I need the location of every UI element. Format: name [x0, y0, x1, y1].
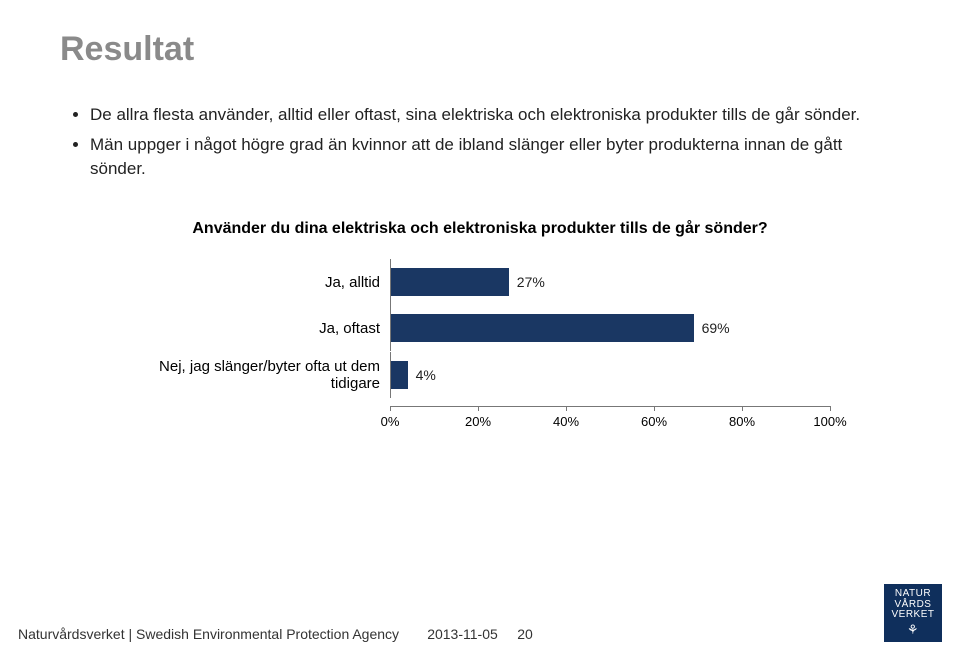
- chart-y-axis-segment: [390, 352, 391, 398]
- footer: Naturvårdsverket | Swedish Environmental…: [0, 584, 960, 642]
- chart-tick: [830, 406, 831, 411]
- chart-y-axis-segment: [390, 305, 391, 351]
- chart-tick: [742, 406, 743, 411]
- chart-tick: [478, 406, 479, 411]
- chart-value-label: 27%: [517, 274, 545, 290]
- bullet-item: De allra flesta använder, alltid eller o…: [90, 103, 900, 127]
- chart-tick-label: 60%: [641, 414, 667, 429]
- chart-bar: [390, 268, 509, 296]
- chart-tick-label: 100%: [813, 414, 846, 429]
- chart-bar-row: 69%: [390, 312, 830, 344]
- chart-bar-row: 27%: [390, 266, 830, 298]
- chart-tick-label: 0%: [381, 414, 400, 429]
- chart-value-label: 4%: [416, 367, 436, 383]
- naturvardsverket-logo-icon: NATUR VÅRDS VERKET ⚘: [884, 584, 942, 642]
- chart-category-label: Ja, alltid: [130, 274, 390, 291]
- page-title: Resultat: [60, 30, 900, 69]
- chart-title: Använder du dina elektriska och elektron…: [60, 220, 900, 238]
- chart-bar: [390, 314, 694, 342]
- chart-x-axis: 0%20%40%60%80%100%: [390, 406, 830, 436]
- chart-category-label: Ja, oftast: [130, 320, 390, 337]
- chart-tick: [390, 406, 391, 411]
- footer-org: Naturvårdsverket | Swedish Environmental…: [18, 626, 399, 642]
- bullet-list: De allra flesta använder, alltid eller o…: [60, 103, 900, 180]
- bar-chart: Ja, alltid 27% Ja, oftast 69% Nej, jag släng…: [130, 266, 830, 436]
- chart-tick-label: 80%: [729, 414, 755, 429]
- chart-tick: [566, 406, 567, 411]
- chart-tick: [654, 406, 655, 411]
- chart-tick-label: 20%: [465, 414, 491, 429]
- logo-emblem-icon: ⚘: [907, 623, 919, 637]
- chart-bar-row: 4%: [390, 359, 830, 391]
- bullet-item: Män uppger i något högre grad än kvinnor…: [90, 133, 900, 181]
- chart-category-label: Nej, jag slänger/byter ofta ut dem tidig…: [130, 358, 390, 392]
- footer-page: 20: [517, 626, 533, 642]
- footer-date: 2013-11-05: [427, 626, 498, 642]
- chart-bar: [390, 361, 408, 389]
- chart-y-axis-segment: [390, 259, 391, 305]
- chart-tick-label: 40%: [553, 414, 579, 429]
- chart-value-label: 69%: [702, 320, 730, 336]
- logo-line: VERKET: [891, 610, 934, 621]
